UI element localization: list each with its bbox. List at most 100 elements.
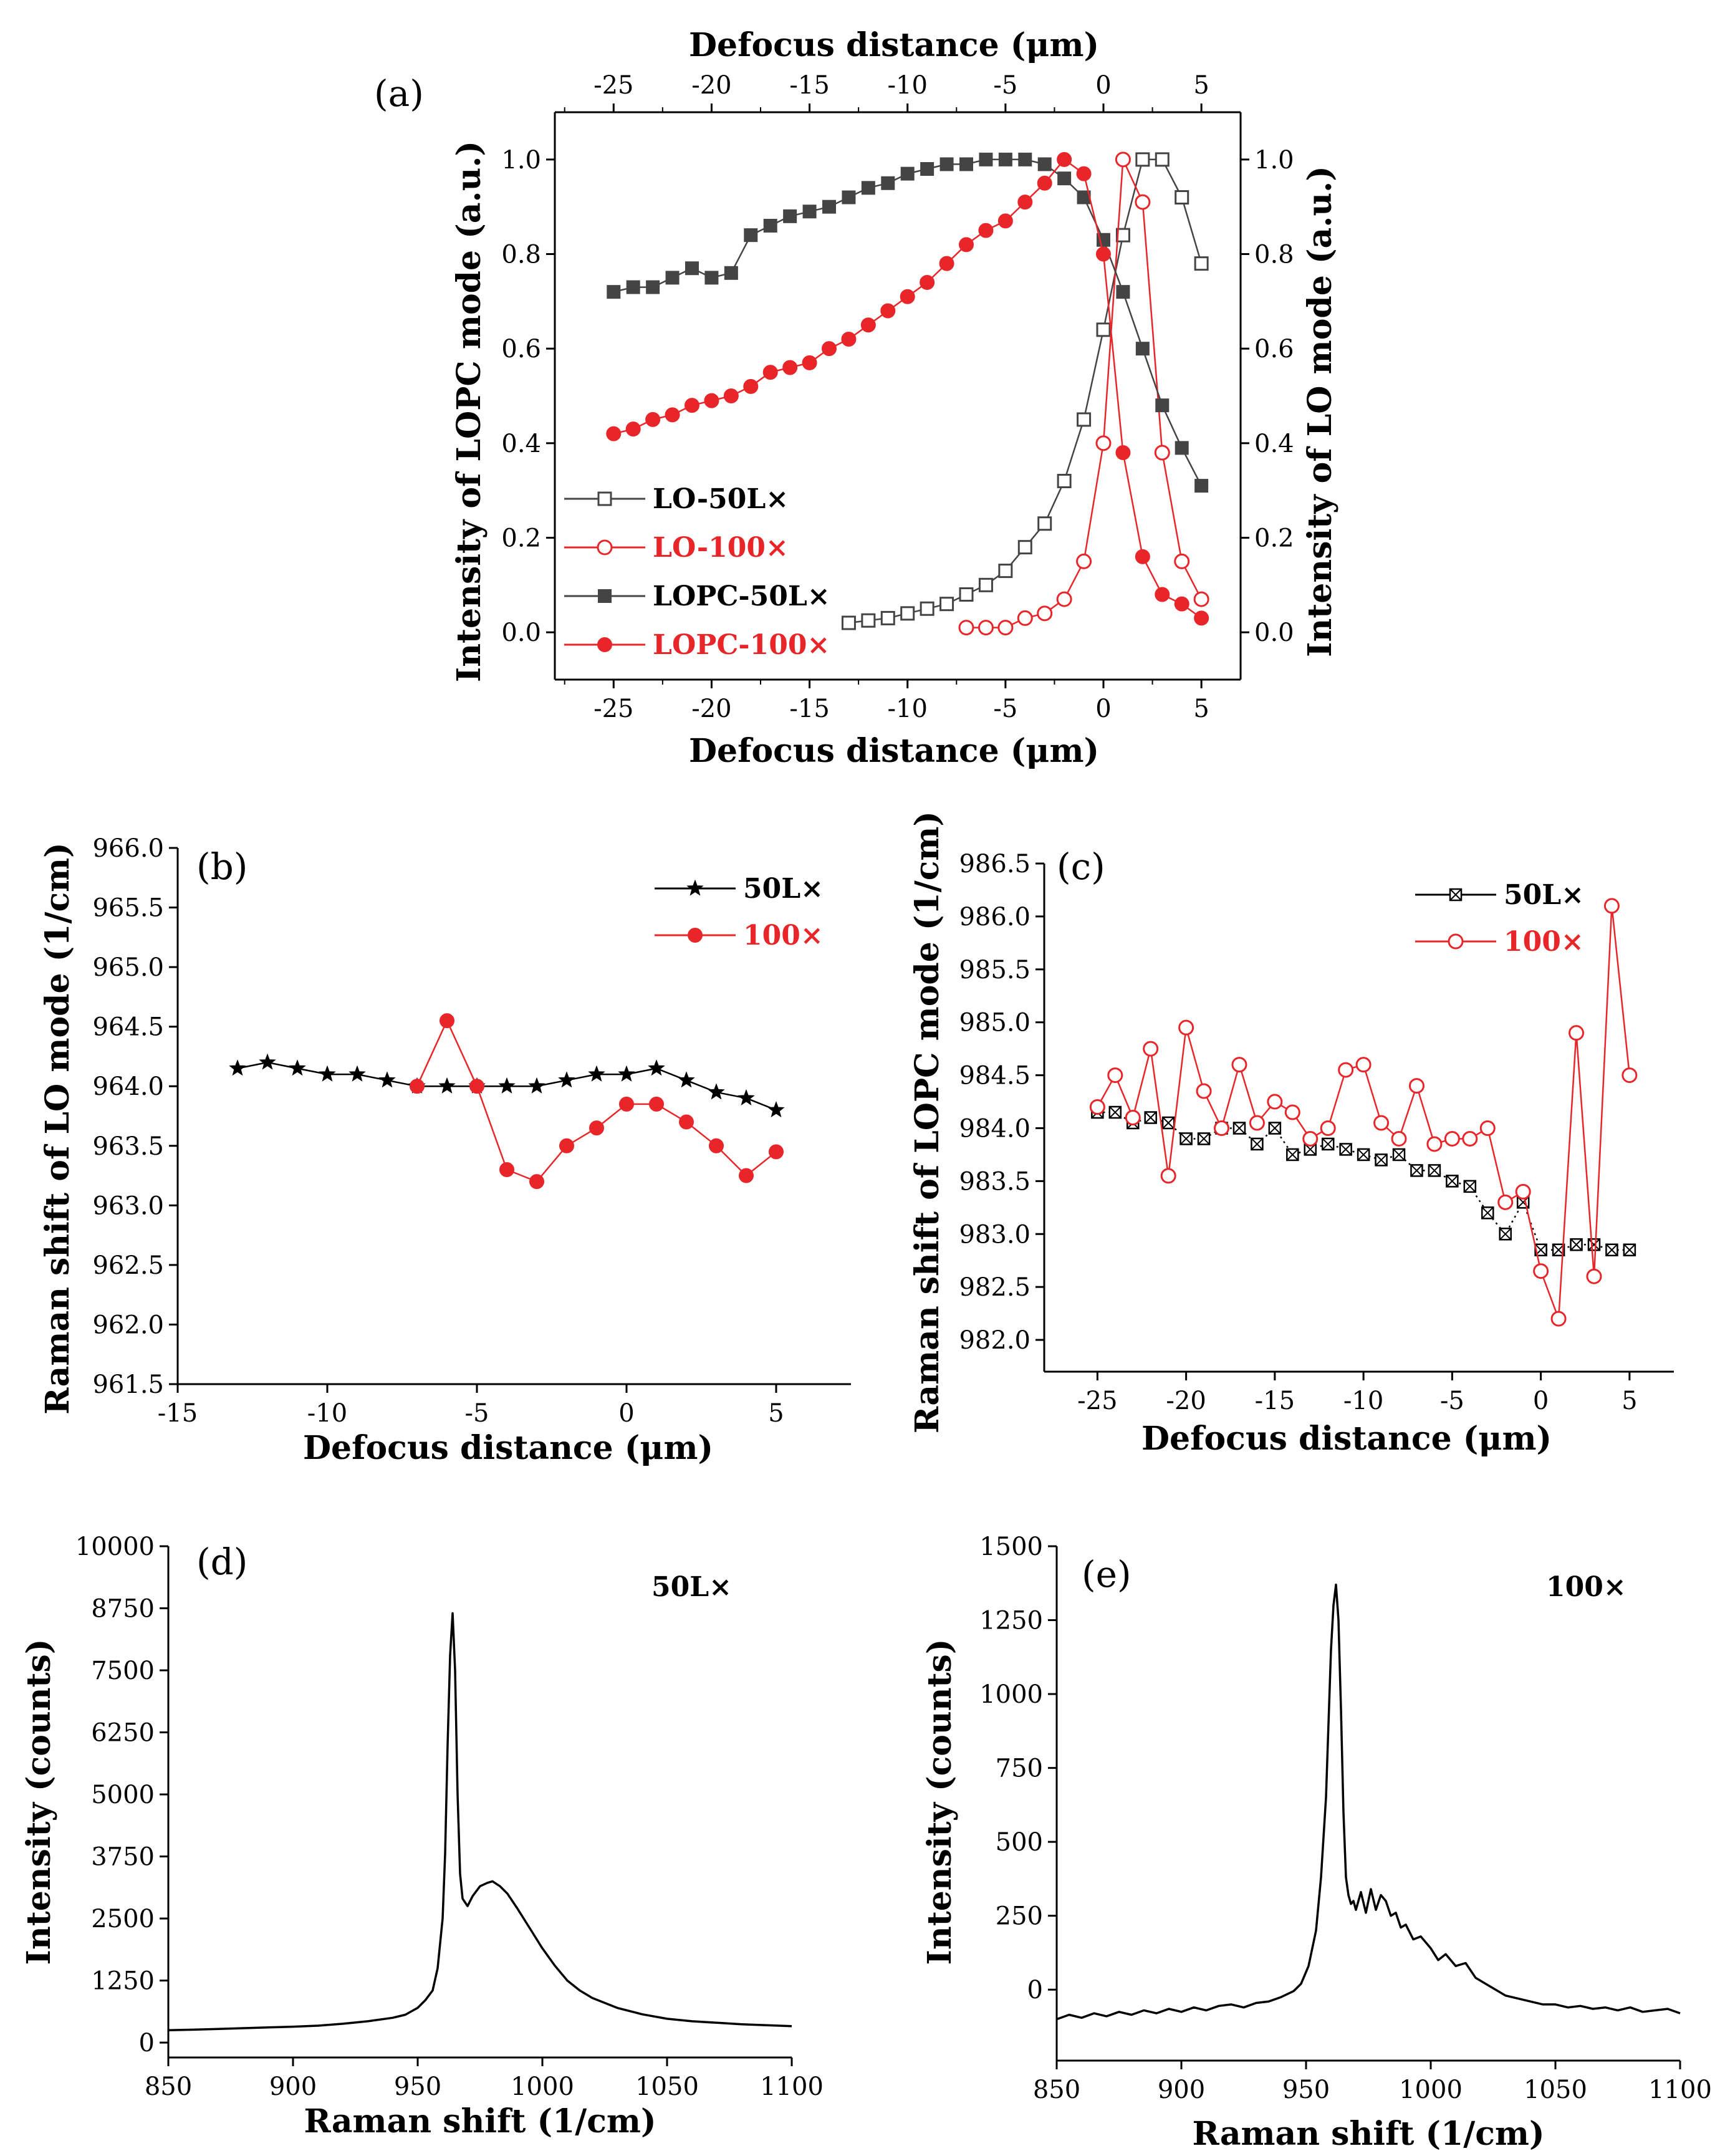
panel-a-series-1-point <box>1115 152 1131 168</box>
panel-c-series-1-point <box>1178 1019 1194 1036</box>
panel-a-top-xtick-label: -15 <box>789 71 829 100</box>
panel-b-series-1-point <box>559 1138 574 1153</box>
panel-a-series-2-point <box>998 152 1012 166</box>
panel-e-ytick-label: 1000 <box>979 1680 1043 1709</box>
panel-a-series-3-point <box>606 426 622 441</box>
panel-a-series-3-point <box>1174 596 1189 612</box>
panel-c-series-0-point <box>1161 1116 1175 1130</box>
panel-c-series-1-point <box>1196 1083 1212 1099</box>
panel-e-ytick-label: 0 <box>1027 1976 1043 2004</box>
panel-a-ylabel: Intensity of LOPC mode (a.u.) <box>450 141 488 682</box>
panel-e-xtick-label: 1050 <box>1524 2076 1587 2104</box>
panel-c-series-1-point <box>1391 1130 1407 1147</box>
panel-b-legend-marker-1 <box>688 928 703 943</box>
panel-b-series-0-point <box>348 1065 366 1082</box>
panel-a-series-2-point <box>842 190 856 205</box>
panel-a-series-3-point <box>822 341 837 357</box>
panel-c-series-1-point <box>1603 898 1620 914</box>
panel-c-xtick-label: -25 <box>1077 1387 1117 1415</box>
panel-a-series-3-point <box>762 365 778 380</box>
panel-a-ytick-label: 0.8 <box>501 241 541 269</box>
panel-a-series-2-point <box>744 228 758 243</box>
panel-a-series-2-point <box>665 271 680 285</box>
panel-b-ytick-label: 964.0 <box>92 1072 164 1101</box>
panel-c-ytick-label: 983.5 <box>959 1167 1031 1196</box>
panel-d-ytick-label: 6250 <box>91 1719 155 1748</box>
panel-d-ytick-label: 5000 <box>91 1781 155 1809</box>
panel-e-xtick-label: 1100 <box>1648 2076 1712 2104</box>
panel-c-legend-marker-1 <box>1448 933 1464 950</box>
panel-b-ytick-label: 961.5 <box>92 1370 164 1399</box>
panel-c-series-1-point <box>1284 1104 1300 1120</box>
panel-c-xtick-label: -10 <box>1343 1387 1383 1415</box>
panel-c-series-0-point <box>1375 1153 1388 1167</box>
panel-c-series-0-point <box>1268 1122 1282 1135</box>
panel-a-series-2-point <box>920 162 934 176</box>
panel-a-series-3-point <box>920 275 935 290</box>
panel-b-series-1-point <box>440 1013 454 1029</box>
panel-a-series-0-point <box>1057 474 1072 488</box>
panel-d-ytick-label: 7500 <box>91 1657 155 1685</box>
panel-a-legend-marker-3 <box>597 637 612 652</box>
panel-a-series-3-point <box>900 289 915 304</box>
panel-a-ytick-label: 0.6 <box>501 335 541 363</box>
panel-b-legend-marker-0 <box>686 879 704 896</box>
panel-a-series-3-point <box>665 407 680 423</box>
panel-c-series-0-point <box>1463 1180 1477 1193</box>
panel-a-top-xtick-label: -25 <box>593 71 633 100</box>
panel-a-series-2-point <box>1018 152 1032 166</box>
panel-b-xtick-label: -15 <box>158 1399 198 1428</box>
panel-a-series-0-point <box>1194 256 1209 271</box>
panel-a-series-2-point <box>1057 171 1072 186</box>
panel-c-series-0-point <box>1357 1148 1370 1162</box>
panel-b-ytick-label: 965.0 <box>92 953 164 982</box>
panel-c-xlabel: Defocus distance (μm) <box>1141 1420 1552 1458</box>
panel-a-series-3-point <box>860 317 876 333</box>
panel-a-top-xtick-label: -5 <box>993 71 1017 100</box>
panel-c-series-1-point <box>1320 1120 1336 1136</box>
panel-c-legend-label-1: 100× <box>1504 926 1584 958</box>
panel-c-ytick-label: 984.0 <box>959 1114 1031 1143</box>
panel-a-right-ytick-label: 0.4 <box>1254 430 1294 458</box>
panel-d-ytick-label: 8750 <box>91 1595 155 1624</box>
panel-a-xtick-label: 0 <box>1095 695 1111 723</box>
panel-a-series-0-point <box>1135 152 1150 167</box>
panel-c-series-0-point <box>1108 1105 1122 1119</box>
panel-b-ytick-label: 966.0 <box>92 834 164 863</box>
panel-a-series-2-point <box>1116 285 1130 299</box>
panel-a-series-1-point <box>1076 553 1092 569</box>
panel-b-xtick-label: -10 <box>307 1399 347 1428</box>
panel-a-series-3-point <box>645 411 661 427</box>
panel-a-series-3-point <box>880 303 896 319</box>
panel-a-series-2-point <box>1155 398 1170 413</box>
panel-a-series-0-point <box>900 606 915 621</box>
panel-e-ytick-label: 1250 <box>979 1607 1043 1635</box>
panel-a-series-1-point <box>1135 194 1151 210</box>
panel-e-ytick-label: 500 <box>996 1828 1043 1857</box>
panel-b-xtick-label: -5 <box>465 1399 489 1428</box>
panel-c-ytick-label: 986.5 <box>959 850 1031 878</box>
panel-d-ytick-label: 3750 <box>91 1843 155 1872</box>
panel-a-series-2-point <box>861 181 875 195</box>
panel-a-series-0-point <box>959 587 974 602</box>
panel-c-series-1-point <box>1408 1078 1425 1094</box>
panel-a-series-0-point <box>1037 516 1052 531</box>
panel-b-series-0-point <box>588 1065 605 1082</box>
panel-c-series-1-point <box>1622 1067 1638 1084</box>
panel-a-series-0-point <box>1155 152 1170 167</box>
panel-a-right-ytick-label: 0.2 <box>1254 524 1294 553</box>
panel-a-series-1-point <box>978 620 994 636</box>
panel-d-xlabel: Raman shift (1/cm) <box>304 2102 656 2140</box>
panel-c-series-0-point <box>1605 1243 1618 1256</box>
panel-e-xtick-label: 1000 <box>1399 2076 1463 2104</box>
panel-a-series-3-point <box>997 213 1013 229</box>
panel-a-series-3-point <box>1115 445 1131 460</box>
panel-b-series-0-point <box>558 1071 575 1088</box>
panel-d-ylabel: Intensity (counts) <box>20 1639 58 1965</box>
panel-b-series-0-point <box>618 1065 635 1082</box>
panel-c-series-0-point <box>1587 1238 1601 1251</box>
panel-d-xtick-label: 850 <box>145 2072 192 2101</box>
panel-d-ytick-label: 1250 <box>91 1967 155 1996</box>
panel-a-series-1-point <box>1017 610 1033 626</box>
panel-a-legend-label-3: LOPC-100× <box>653 629 830 661</box>
